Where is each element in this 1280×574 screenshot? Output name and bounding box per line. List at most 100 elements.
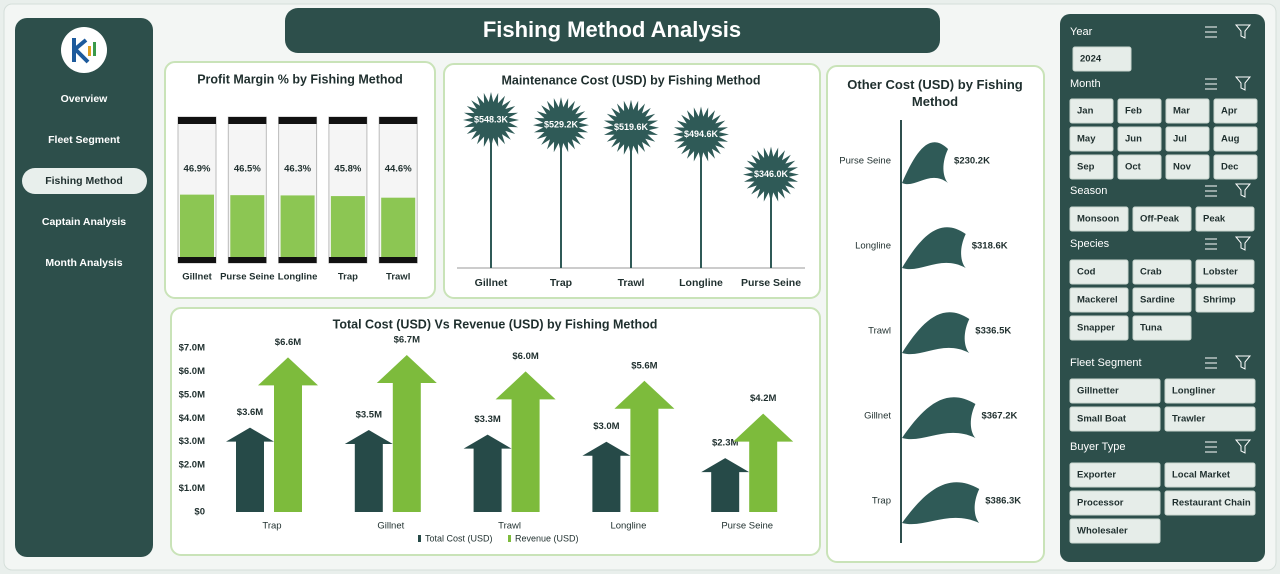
slicer-button[interactable]	[1117, 98, 1162, 124]
slicer-button[interactable]	[1195, 259, 1255, 285]
slicer-button[interactable]	[1132, 287, 1192, 313]
data-label: $519.6K	[614, 122, 649, 132]
slicer-button[interactable]	[1213, 126, 1258, 152]
bar	[280, 195, 315, 257]
data-label: $367.2K	[981, 411, 1017, 422]
slicer-button[interactable]	[1164, 462, 1256, 488]
slicer-button[interactable]	[1072, 46, 1132, 72]
x-tick-label: Longline	[610, 521, 646, 532]
x-tick-label: Gillnet	[182, 272, 212, 283]
slicer-item: Wholesaler	[1077, 526, 1128, 537]
cylinder-cap	[178, 117, 216, 124]
cylinder-cap	[178, 257, 216, 263]
nav-selected	[22, 168, 147, 194]
logo-bar	[88, 46, 91, 56]
arrow-bar	[463, 434, 512, 512]
slicer-button[interactable]	[1069, 406, 1161, 432]
slicer-button[interactable]	[1195, 287, 1255, 313]
slicer-button[interactable]	[1132, 206, 1192, 232]
slicer-item: Monsoon	[1077, 214, 1119, 225]
data-label: $4.2M	[750, 393, 776, 404]
slicer-item: Mar	[1173, 106, 1190, 117]
sidebar	[15, 18, 153, 557]
data-label: 44.6%	[385, 164, 412, 175]
logo-mark	[72, 38, 90, 64]
slicer-button[interactable]	[1165, 98, 1210, 124]
slicer-button[interactable]	[1069, 98, 1114, 124]
slicer-button[interactable]	[1164, 378, 1256, 404]
slicer-button[interactable]	[1069, 154, 1114, 180]
slicer-item: Gillnetter	[1077, 386, 1119, 397]
slicer-title: Season	[1070, 185, 1107, 197]
data-label: $548.3K	[474, 114, 509, 124]
nav-item[interactable]: Fishing Method	[45, 175, 123, 187]
slicer-icon	[1234, 183, 1252, 198]
slicer-button[interactable]	[1213, 154, 1258, 180]
slicer-button[interactable]	[1117, 154, 1162, 180]
slicer-item: Cod	[1077, 267, 1096, 278]
cylinder-cap	[379, 117, 418, 124]
slicer-button[interactable]	[1069, 206, 1129, 232]
data-label: 46.5%	[234, 164, 261, 175]
slicer-item: Dec	[1221, 162, 1238, 173]
slicer-item: Shrimp	[1203, 295, 1236, 306]
x-tick-label: Trawl	[498, 521, 521, 532]
cylinder-cap	[228, 257, 267, 263]
slicer-button[interactable]	[1069, 490, 1161, 516]
slicer-button[interactable]	[1165, 154, 1210, 180]
slicer-item: Mackerel	[1077, 295, 1118, 306]
slicer-button[interactable]	[1069, 378, 1161, 404]
slicer-button[interactable]	[1213, 98, 1258, 124]
slicer-button[interactable]	[1069, 287, 1129, 313]
data-label: 46.9%	[184, 164, 211, 175]
cylinder-cap	[328, 117, 367, 124]
slicer-button[interactable]	[1164, 406, 1256, 432]
flag	[902, 227, 966, 270]
slicer-button[interactable]	[1132, 315, 1192, 341]
panel	[826, 65, 1045, 563]
nav-item[interactable]: Overview	[61, 93, 109, 105]
flag	[902, 312, 970, 355]
nav-item[interactable]: Captain Analysis	[42, 216, 126, 228]
slicer-button[interactable]	[1069, 462, 1161, 488]
slicer-icon	[1205, 238, 1217, 250]
header-bar	[285, 8, 940, 53]
lollipop-head	[673, 106, 729, 163]
data-label: 46.3%	[284, 164, 311, 175]
y-tick-label: $1.0M	[179, 483, 205, 494]
slicer-button[interactable]	[1195, 206, 1255, 232]
data-label: $386.3K	[985, 496, 1021, 507]
slicer-item: Sep	[1077, 162, 1095, 173]
nav-item[interactable]: Month Analysis	[45, 257, 122, 269]
flag	[902, 397, 976, 440]
slicer-item: Jan	[1077, 106, 1094, 117]
x-tick-label: Trap	[262, 521, 281, 532]
arrow-bar	[258, 357, 318, 512]
data-label: $5.6M	[631, 360, 657, 371]
slicer-button[interactable]	[1069, 315, 1129, 341]
slicer-icon	[1234, 24, 1252, 39]
slicer-item: Lobster	[1203, 267, 1238, 278]
x-tick-label: Purse Seine	[721, 521, 773, 532]
nav-item[interactable]: Fleet Segment	[48, 134, 120, 146]
slicer-button[interactable]	[1069, 126, 1114, 152]
lollipop-head	[603, 99, 659, 156]
data-label: $318.6K	[972, 241, 1008, 252]
y-tick-label: Purse Seine	[839, 156, 891, 167]
x-tick-label: Gillnet	[377, 521, 404, 532]
slicer-button[interactable]	[1069, 259, 1129, 285]
arrow-bar	[344, 430, 393, 512]
slicer-item: Oct	[1125, 162, 1142, 173]
slicer-button[interactable]	[1069, 518, 1161, 544]
slicer-button[interactable]	[1165, 126, 1210, 152]
slicer-item: Local Market	[1172, 470, 1231, 481]
arrow-bar	[582, 441, 631, 512]
slicer-button[interactable]	[1117, 126, 1162, 152]
cylinder-cap	[328, 257, 367, 263]
slicer-button[interactable]	[1132, 259, 1192, 285]
slicer-title: Buyer Type	[1070, 441, 1125, 453]
y-tick-label: $0	[194, 507, 205, 518]
slicer-button[interactable]	[1164, 490, 1256, 516]
